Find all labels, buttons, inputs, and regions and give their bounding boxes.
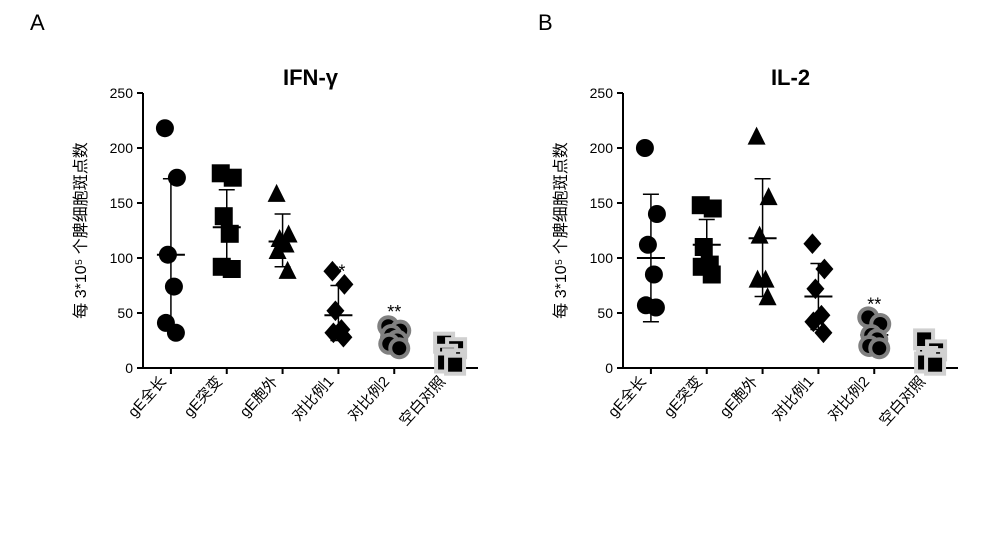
sig-annotation: ** — [331, 262, 345, 282]
x-tick-label: gE突变 — [181, 373, 226, 420]
x-tick-label: gE胞外 — [717, 373, 762, 420]
ifn-gamma-chart: IFN-γ050100150200250每 3*10⁵ 个脾细胞斑点数gE全长g… — [68, 58, 488, 488]
y-tick-label: 200 — [590, 140, 614, 156]
chart-title: IL-2 — [771, 65, 810, 90]
y-tick-label: 150 — [110, 195, 134, 211]
x-tick-label: 对比例1 — [769, 373, 817, 424]
panel-label-b: B — [538, 10, 553, 36]
chart-title: IFN-γ — [283, 65, 339, 90]
y-tick-label: 0 — [605, 360, 613, 376]
x-tick-label: 对比例1 — [289, 373, 337, 424]
y-tick-label: 200 — [110, 140, 134, 156]
y-tick-label: 0 — [125, 360, 133, 376]
sig-annotation: ** — [387, 302, 401, 322]
x-tick-label: 对比例2 — [825, 373, 873, 424]
y-tick-label: 100 — [590, 250, 614, 266]
y-axis-label: 每 3*10⁵ 个脾细胞斑点数 — [552, 142, 570, 318]
y-tick-label: 100 — [110, 250, 134, 266]
x-tick-label: gE全长 — [604, 373, 650, 421]
x-tick-label: 对比例2 — [345, 373, 393, 424]
x-tick-label: gE胞外 — [237, 373, 282, 420]
sig-annotation: ** — [867, 295, 881, 315]
y-tick-label: 250 — [590, 85, 614, 101]
il2-chart: IL-2050100150200250每 3*10⁵ 个脾细胞斑点数gE全长gE… — [548, 58, 968, 488]
y-tick-label: 50 — [597, 305, 613, 321]
x-tick-label: gE突变 — [661, 373, 706, 420]
x-tick-label: 空白对照 — [396, 373, 449, 429]
y-tick-label: 50 — [117, 305, 133, 321]
y-tick-label: 150 — [590, 195, 614, 211]
y-tick-label: 250 — [110, 85, 134, 101]
x-tick-label: 空白对照 — [876, 373, 929, 429]
y-axis-label: 每 3*10⁵ 个脾细胞斑点数 — [72, 142, 90, 318]
panel-label-a: A — [30, 10, 45, 36]
x-tick-label: gE全长 — [124, 373, 170, 421]
